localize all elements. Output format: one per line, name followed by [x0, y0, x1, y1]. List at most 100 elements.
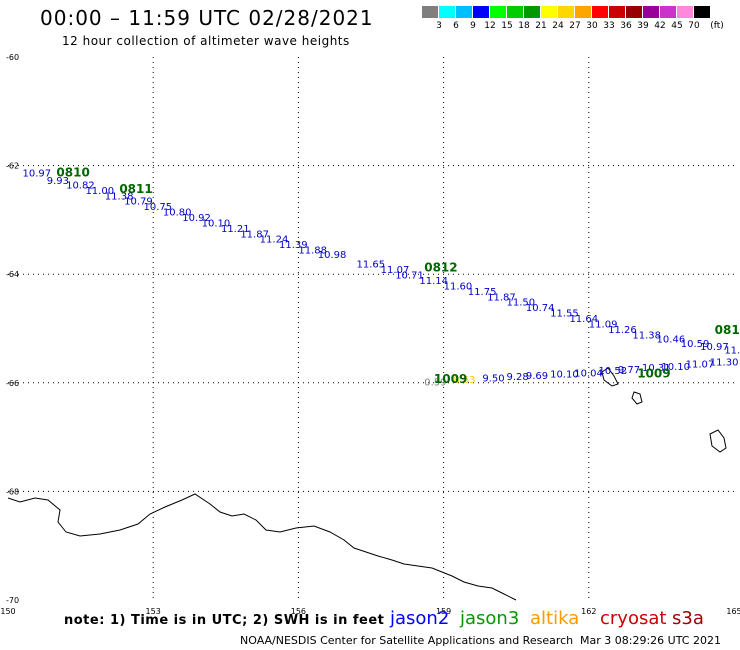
- swh-value: 8.63: [453, 375, 475, 386]
- swh-value: 11.75: [468, 287, 497, 298]
- swh-value: 11.39: [279, 240, 308, 251]
- swh-value: 11.00: [85, 186, 114, 197]
- swh-value: 10.79: [124, 197, 153, 208]
- swh-value: 11.09: [589, 319, 618, 330]
- swh-value: 10.31: [642, 363, 671, 374]
- legend-label: 45: [671, 21, 683, 31]
- lon-tick-label: 150: [0, 607, 15, 616]
- legend-swatch: [524, 6, 541, 18]
- island-2: [631, 391, 643, 405]
- legend-swatch: [473, 6, 490, 18]
- mission-cryosat: cryosat: [600, 608, 667, 629]
- swh-value: 11.55: [550, 309, 579, 320]
- lon-tick-label: 165: [726, 607, 740, 616]
- time-label: 0812: [424, 260, 457, 274]
- legend-swatch: [456, 6, 473, 18]
- swh-value: 11.07: [381, 265, 410, 276]
- swh-value: 11.64: [569, 314, 598, 325]
- lat-tick-label: -68: [6, 487, 19, 496]
- time-labels: 0810 0811 0812 081 1009 1009: [56, 165, 739, 385]
- legend-swatch: [660, 6, 677, 18]
- time-label: 081: [715, 323, 740, 337]
- swh-value: 10.10: [661, 362, 690, 373]
- legend-swatch: [558, 6, 575, 18]
- lat-tick-label: -66: [6, 379, 19, 388]
- swh-value: 0.59: [424, 378, 446, 389]
- swh-value: 11.60: [444, 281, 473, 292]
- lat-tick-label: -64: [6, 270, 19, 279]
- legend-swatch: [592, 6, 609, 18]
- time-label: 0810: [56, 165, 89, 179]
- legend-label: 21: [535, 21, 547, 31]
- swh-value: 10.98: [318, 250, 347, 261]
- swh-value: 11.38: [632, 330, 661, 341]
- legend-unit: (ft): [710, 21, 724, 31]
- mission-jason2: jason2: [390, 608, 450, 629]
- lat-tick-label: -60: [6, 53, 19, 62]
- swh-value: 11.07: [686, 360, 715, 371]
- lon-tick-label: 156: [291, 607, 306, 616]
- legend-swatch: [541, 6, 558, 18]
- swh-value: 11.87: [240, 229, 269, 240]
- swh-value: 9.69: [526, 371, 548, 382]
- legend-label: 30: [586, 21, 598, 31]
- legend-swatch: [490, 6, 507, 18]
- credit-org: NOAA/NESDIS Center for Satellite Applica…: [240, 634, 574, 647]
- swh-value: 10.82: [66, 180, 95, 191]
- legend-label: 18: [518, 21, 530, 31]
- swh-value: 10.10: [202, 218, 231, 229]
- swh-observations: 10.979.9310.8211.0011.3810.7910.7510.801…: [23, 168, 740, 388]
- swh-value: 10.92: [182, 213, 211, 224]
- page-title: 00:00 – 11:59 UTC 02/28/2021: [40, 6, 374, 30]
- swh-value: 10.74: [526, 303, 555, 314]
- swh-value: 11.87: [487, 292, 516, 303]
- legend-label: 33: [603, 21, 615, 31]
- grid: 150 153 156 159 162 165 -60 -62 -64 -66 -68 -70: [0, 53, 740, 616]
- swh-value: 11.50: [507, 298, 536, 309]
- page-subtitle: 12 hour collection of altimeter wave hei…: [62, 34, 350, 48]
- swh-value: 10.97: [700, 342, 729, 353]
- antarctic-coastline: [7, 493, 517, 601]
- island-3: [709, 429, 727, 453]
- swh-value: 10.04: [574, 368, 603, 379]
- swh-value: 11.14: [419, 276, 448, 287]
- legend-label: 39: [637, 21, 649, 31]
- legend-label: 24: [552, 21, 564, 31]
- legend-swatch: [439, 6, 456, 18]
- lat-tick-label: -62: [6, 162, 19, 171]
- swh-value: 11.26: [608, 325, 637, 336]
- legend-swatch: [643, 6, 660, 18]
- legend-label: 27: [569, 21, 581, 31]
- legend-label: 42: [654, 21, 666, 31]
- footer-note: note: 1) Time is in UTC; 2) SWH is in fe…: [64, 613, 385, 628]
- legend-label: 15: [501, 21, 513, 31]
- swh-value: 11.2: [724, 345, 740, 356]
- swh-value: 10.59: [681, 339, 710, 350]
- swh-value: 10.52: [598, 366, 627, 377]
- time-label: 1009: [637, 366, 670, 380]
- legend-label: 12: [484, 21, 496, 31]
- swh-value: 9.50: [482, 374, 504, 385]
- swh-value: 11.65: [356, 260, 385, 271]
- legend-labels: 3 6 9 12 15 18 21 24 27 30 33 36 39 42 45 70 (ft): [422, 21, 724, 33]
- swh-value: 11.24: [260, 235, 289, 246]
- mission-s3a: s3a: [672, 608, 704, 629]
- time-label: 0811: [119, 182, 152, 196]
- lon-tick-label: 153: [146, 607, 161, 616]
- swh-value: 11.38: [105, 191, 134, 202]
- legend-label: 6: [453, 21, 459, 31]
- swh-value: 11.30: [710, 357, 739, 368]
- swh-value: 10.75: [144, 202, 173, 213]
- credit-timestamp: Mar 3 08:29:26 UTC 2021: [580, 634, 721, 647]
- mission-jason3: jason3: [460, 608, 520, 629]
- swh-value: 10.71: [395, 271, 424, 282]
- legend-label: 70: [688, 21, 700, 31]
- island-1: [601, 367, 619, 387]
- legend-swatch: [626, 6, 643, 18]
- swh-value: 11.21: [221, 224, 250, 235]
- legend-label: 9: [470, 21, 476, 31]
- legend-swatches: [422, 6, 711, 18]
- swh-value: 10.97: [23, 168, 52, 179]
- swh-value: 9.77: [618, 365, 640, 376]
- legend-swatch: [422, 6, 439, 18]
